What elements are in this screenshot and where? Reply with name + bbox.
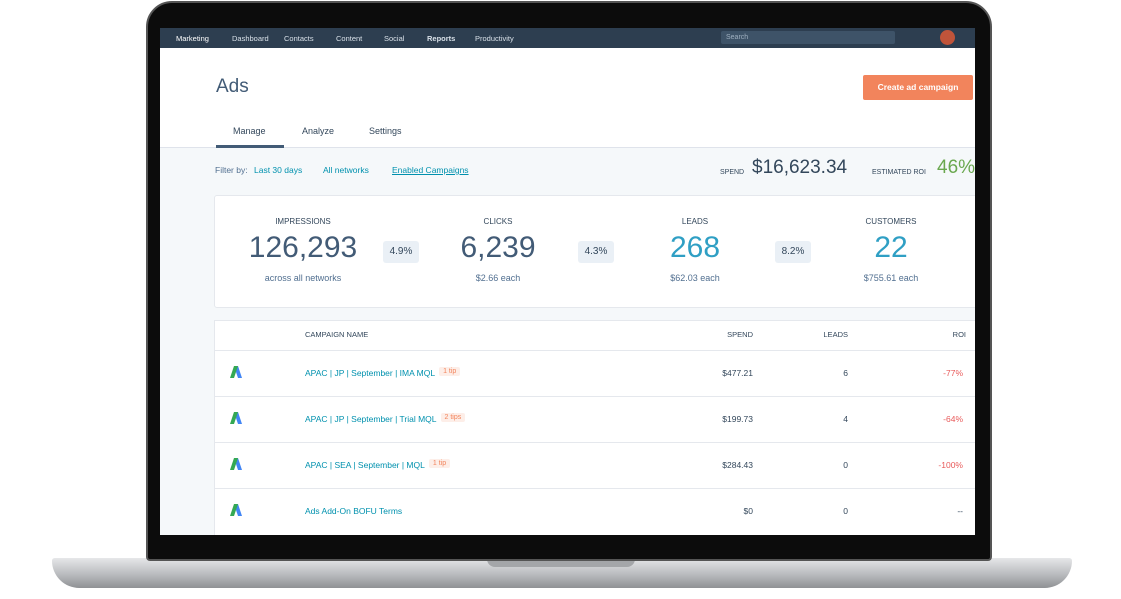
spend-cell: $284.43 [722,460,753,470]
metric-value: 6,239 [460,231,536,264]
rate-badge: 8.2% [775,241,811,263]
row-divider [214,396,975,397]
filter-option[interactable]: All networks [323,165,369,175]
roi-cell: -100% [938,460,963,470]
metric-value: 22 [874,231,908,264]
ads-icon [229,503,243,517]
campaign-link[interactable]: Ads Add-On BOFU Terms [305,506,403,516]
column-header: CAMPAIGN NAME [305,330,369,339]
nav-item[interactable]: Reports [427,34,456,43]
ads-icon [229,457,243,471]
campaign-link[interactable]: APAC | SEA | September | MQL [305,460,425,470]
ads-icon [229,411,243,425]
filter-option[interactable]: Last 30 days [254,165,303,175]
metric-sub: $755.61 each [863,273,919,283]
ads-logo [230,458,242,470]
metric-sub: across all networks [264,273,342,283]
tab-underline [216,145,284,148]
metric-label: LEADS [681,217,709,226]
ads-icon [229,365,243,379]
roi-cell: -64% [943,414,963,424]
leads-cell: 4 [843,414,848,424]
tab[interactable]: Analyze [302,126,335,136]
tip-badge: 1 tip [428,459,451,468]
avatar[interactable] [940,30,955,45]
nav-brand[interactable]: Marketing [176,34,209,43]
column-header: ROI [952,330,966,339]
divider [160,147,975,148]
row-divider [214,488,975,489]
roi-value: 46% [937,157,975,178]
nav-item[interactable]: Social [384,34,405,43]
nav-item[interactable]: Content [336,34,363,43]
tab[interactable]: Manage [233,126,266,136]
ads-logo [230,412,242,424]
create-button[interactable]: Create ad campaign [863,75,973,100]
nav-item[interactable]: Contacts [284,34,314,43]
row-divider [214,442,975,443]
roi-cell: -77% [943,368,963,378]
page-title: Ads [216,76,249,97]
row-divider [214,350,975,351]
campaign-link[interactable]: APAC | JP | September | Trial MQL [305,414,437,424]
nav-item[interactable]: Productivity [475,34,514,43]
metric-value: 268 [669,231,721,264]
screen: Marketing Dashboard Contacts Content Social R… [160,28,975,535]
metric-value: 126,293 [248,231,358,264]
ads-logo [230,504,242,516]
spend-label: SPEND [720,169,745,176]
tip-badge: 2 tips [440,413,466,422]
table-card [214,320,975,535]
metric-label: IMPRESSIONS [275,217,331,226]
campaign-link[interactable]: APAC | JP | September | IMA MQL [305,368,436,378]
column-header: LEADS [823,330,848,339]
metric-label: CLICKS [483,217,513,226]
roi-label: ESTIMATED ROI [872,169,926,176]
spend-cell: $477.21 [722,368,753,378]
search-placeholder[interactable]: Search [726,34,749,41]
leads-cell: 6 [843,368,848,378]
filter-label: Filter by: [215,165,248,175]
nav-item[interactable]: Dashboard [232,34,269,43]
ads-logo [230,366,242,378]
leads-cell: 0 [843,460,848,470]
column-header: SPEND [727,330,753,339]
metric-label: CUSTOMERS [865,217,917,226]
metric-sub: $2.66 each [475,273,521,283]
search-box[interactable] [721,31,895,44]
roi-cell: -- [957,506,963,516]
rate-badge: 4.9% [383,241,419,263]
content [160,48,975,148]
rate-badge: 4.3% [578,241,614,263]
filter-option[interactable]: Enabled Campaigns [392,165,469,175]
spend-cell: $0 [743,506,753,516]
leads-cell: 0 [843,506,848,516]
tab[interactable]: Settings [369,126,402,136]
laptop-notch [487,558,635,567]
metric-sub: $62.03 each [670,273,720,283]
spend-value: $16,623.34 [752,157,848,178]
spend-cell: $199.73 [722,414,753,424]
tip-badge: 1 tip [439,367,461,376]
